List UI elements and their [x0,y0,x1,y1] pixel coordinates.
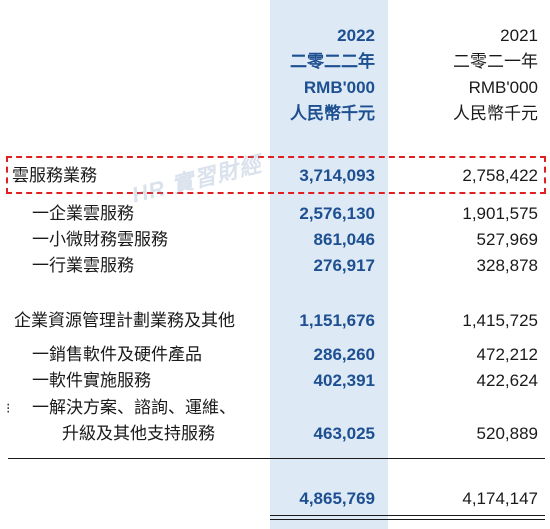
table-row-erp-and-others: 企業資源管理計劃業務及其他 1,151,676 1,415,725 [0,308,550,334]
value-2022: 1,151,676 [299,311,375,330]
fy2022-column-shading [270,0,388,529]
divider-line [8,458,545,459]
header-2021-unit-chinese: 人民幣千元 [453,104,538,123]
header-2021-unit: RMB'000 [468,78,538,97]
table-row-software-implementation: 一軟件實施服務 402,391 422,624 [0,368,550,394]
table-row-upgrade-support: 升級及其他支持服務 463,025 520,889 [0,421,550,447]
value-2021: 527,969 [476,230,538,249]
table-row-cloud-services: 雲服務業務 3,714,093 2,758,422 [0,163,550,189]
value-2021: 1,901,575 [462,204,538,223]
value-2021: 520,889 [476,424,538,443]
value-2022: 402,391 [313,371,375,390]
row-label: 一行業雲服務 [32,256,134,275]
value-2022: 276,917 [313,256,375,275]
header-2022-unit: RMB'000 [303,78,375,97]
value-2021: 4,174,147 [462,489,538,508]
row-label: 一企業雲服務 [32,204,134,223]
row-label: 一解決方案、諮詢、運維、 [32,398,236,417]
value-2021: 1,415,725 [462,311,538,330]
header-2022-unit-chinese: 人民幣千元 [290,104,375,123]
value-2021: 2,758,422 [462,166,538,185]
row-label: 企業資源管理計劃業務及其他 [14,311,235,330]
total-underline-1 [270,515,545,516]
total-underline-2 [270,519,545,520]
table-row-solutions-consulting: ⁝ 一解決方案、諮詢、運維、 [0,395,550,421]
header-2022-year: 2022 [337,26,375,45]
row-label: 升級及其他支持服務 [62,424,215,443]
row-label: 一小微財務雲服務 [32,230,168,249]
bullet-mark: ⁝ [6,400,11,416]
table-row-industry-cloud: 一行業雲服務 276,917 328,878 [0,253,550,279]
table-row-software-hardware-sales: 一銷售軟件及硬件產品 286,260 472,212 [0,342,550,368]
value-2022: 3,714,093 [299,166,375,185]
header-2021-year: 2021 [500,26,538,45]
value-2022: 2,576,130 [299,204,375,223]
value-2021: 422,624 [476,371,538,390]
value-2022: 286,260 [313,345,375,364]
value-2021: 472,212 [476,345,538,364]
row-label: 一銷售軟件及硬件產品 [32,345,202,364]
table-row-enterprise-cloud: 一企業雲服務 2,576,130 1,901,575 [0,201,550,227]
value-2022: 463,025 [313,424,375,443]
value-2022: 861,046 [313,230,375,249]
header-2021-year-chinese: 二零二一年 [453,52,538,71]
table-row-smb-finance-cloud: 一小微財務雲服務 861,046 527,969 [0,227,550,253]
value-2021: 328,878 [476,256,538,275]
header-2022-year-chinese: 二零二二年 [290,52,375,71]
highlight-box [6,156,546,194]
row-label: 雲服務業務 [12,166,97,185]
row-label: 一軟件實施服務 [32,371,151,390]
table-row-total: 4,865,769 4,174,147 [0,486,550,512]
value-2022: 4,865,769 [299,489,375,508]
